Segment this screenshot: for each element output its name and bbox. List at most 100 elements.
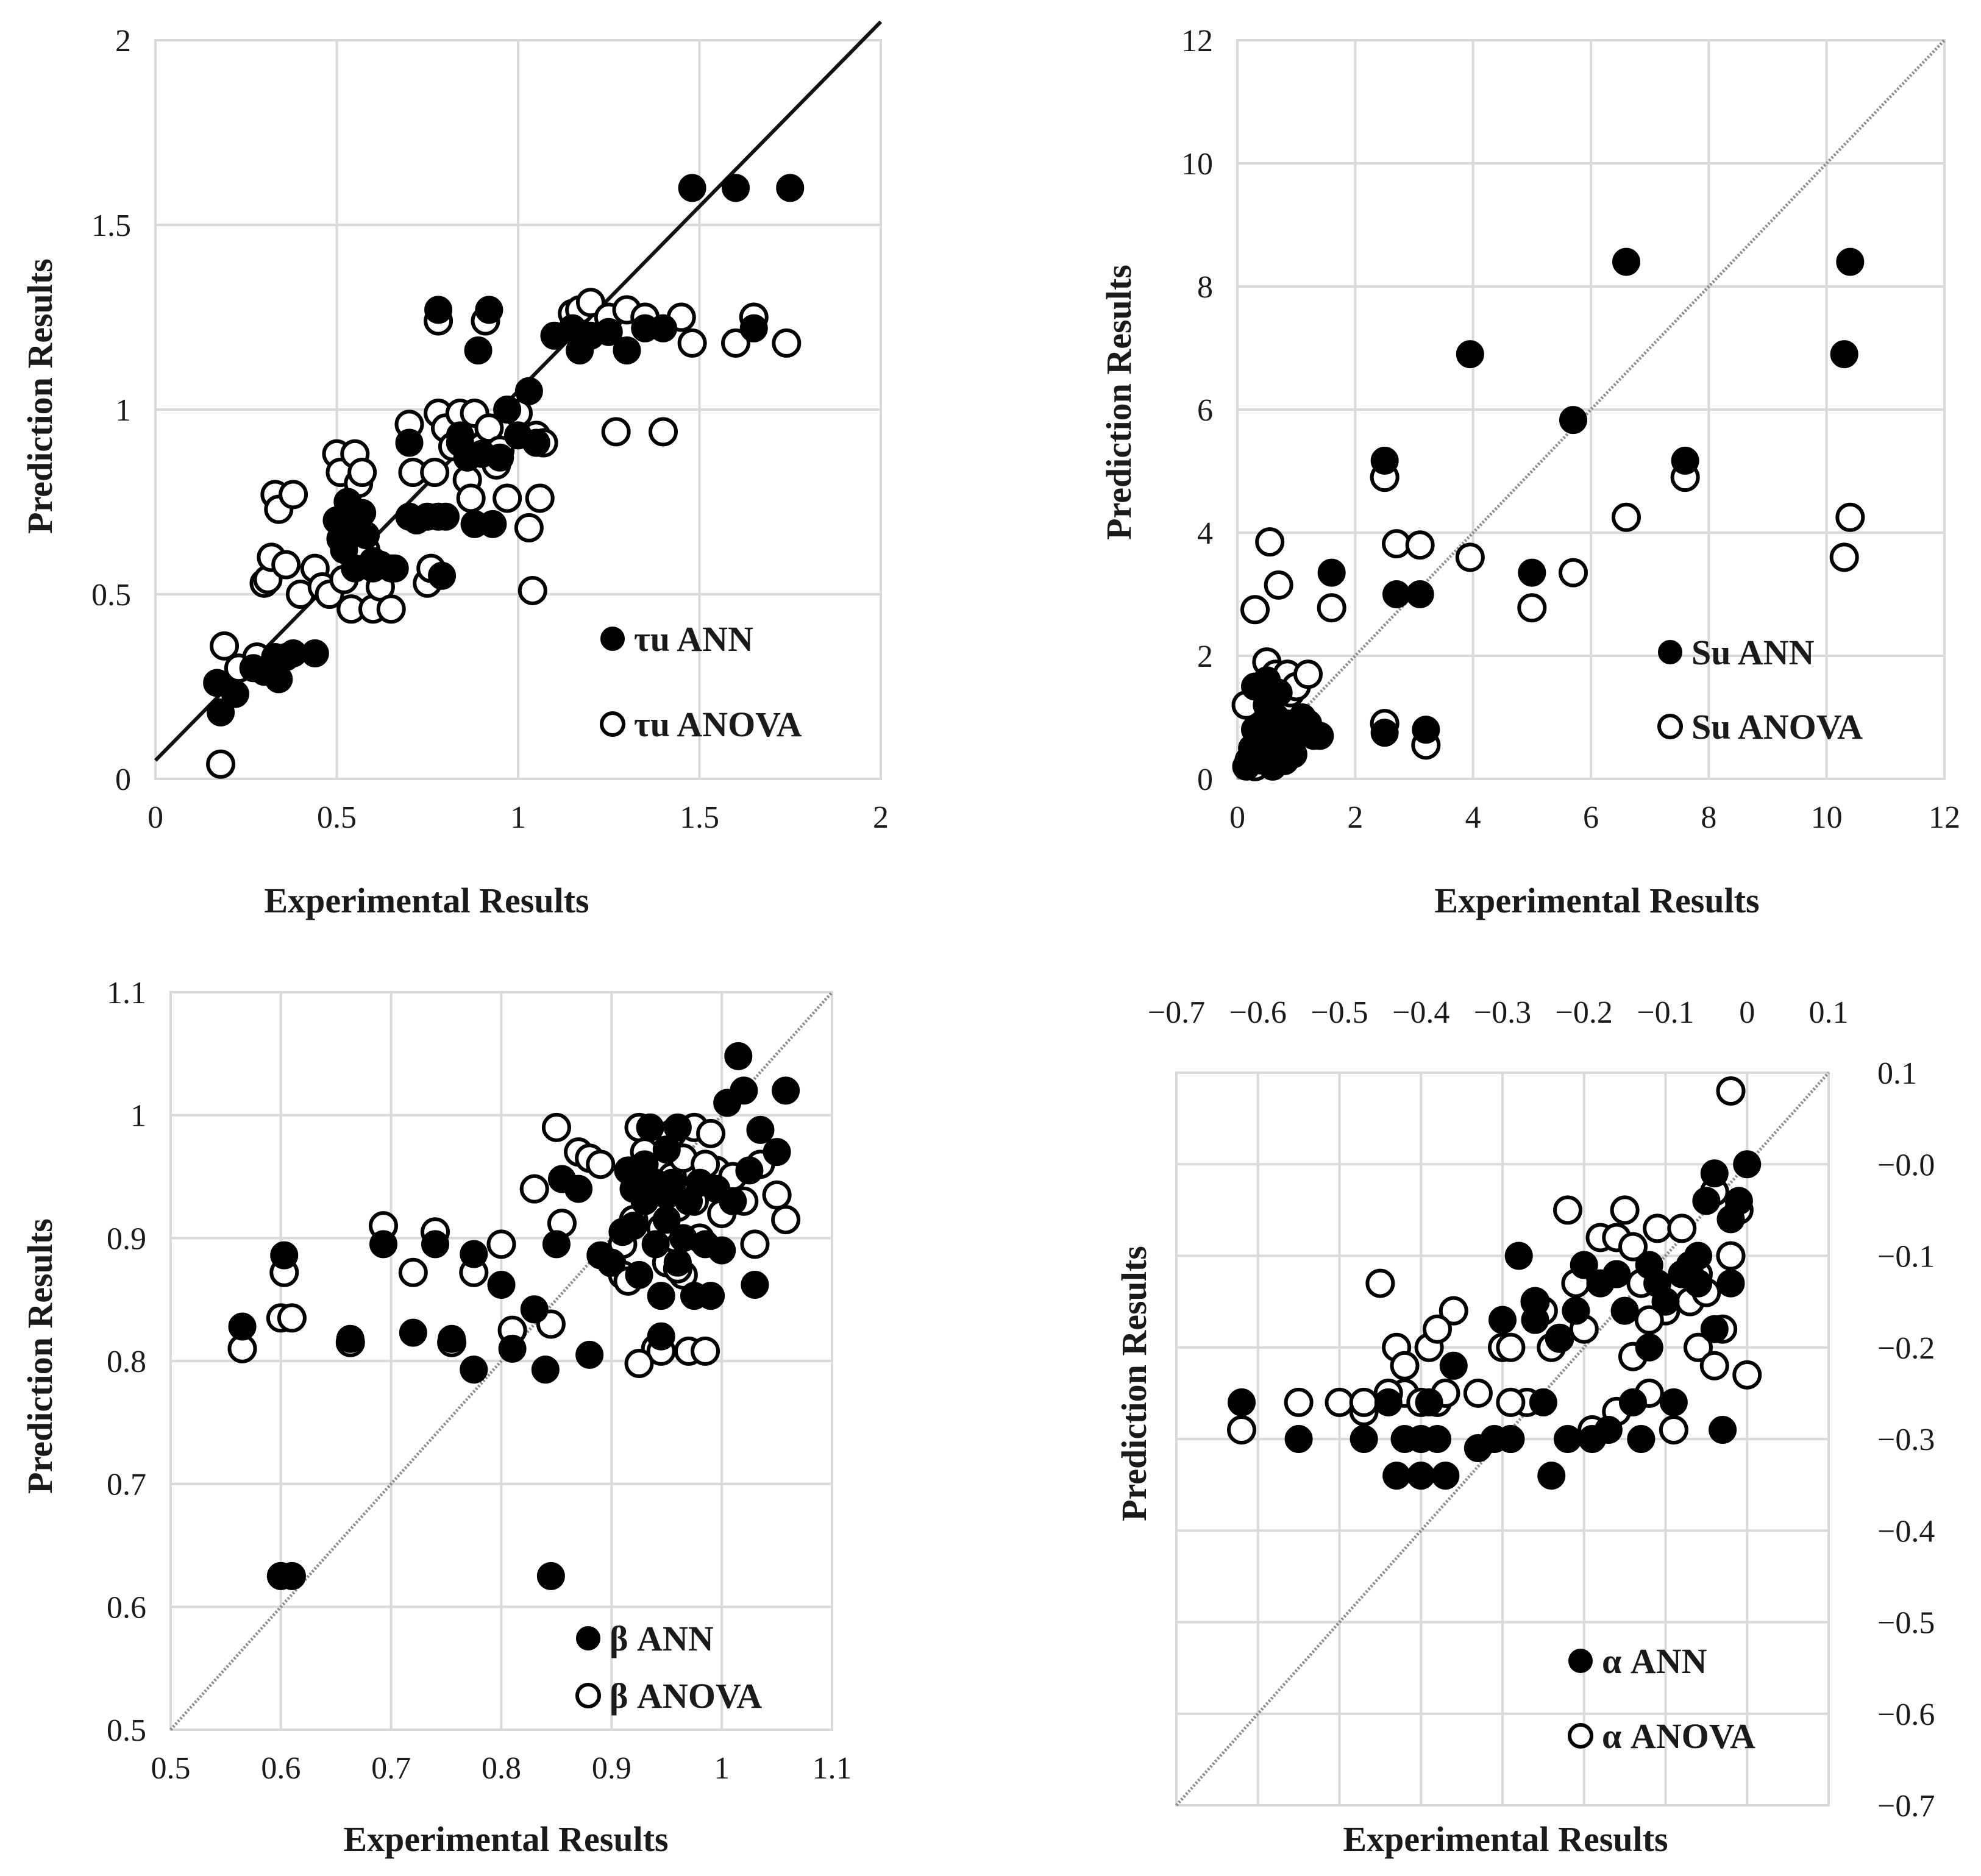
data-point-ann — [486, 443, 514, 472]
data-point-ann — [652, 1135, 681, 1164]
y-tick-label: 1.5 — [91, 208, 131, 243]
data-point-anova — [721, 328, 750, 358]
y-axis-title: Prediction Results — [1099, 265, 1139, 540]
data-point-ann — [730, 1076, 758, 1105]
data-point-anova — [1517, 593, 1547, 623]
x-tick-label: 1.5 — [680, 800, 719, 835]
data-point-anova — [740, 1229, 770, 1259]
data-point-anova — [277, 1303, 307, 1333]
legend-marker-anova — [1568, 1723, 1593, 1749]
data-point-ann — [1659, 1388, 1688, 1416]
data-point-ann — [1406, 580, 1434, 608]
data-point-anova — [206, 749, 236, 779]
data-point-anova — [1634, 1305, 1664, 1335]
data-point-ann — [1412, 716, 1440, 744]
data-point-ann — [478, 510, 507, 538]
data-point-ann — [542, 1230, 571, 1259]
data-point-anova — [519, 1174, 549, 1204]
data-point-anova — [762, 1180, 792, 1210]
data-point-ann — [1570, 1251, 1598, 1279]
x-tick-label: 1.1 — [813, 1751, 852, 1786]
data-point-anova — [1835, 502, 1865, 532]
x-tick-label: 1 — [510, 800, 526, 835]
y-tick-label: 0.5 — [107, 1713, 146, 1748]
data-point-ann — [1554, 1425, 1582, 1453]
x-tick-label: 1 — [714, 1751, 730, 1786]
x-tick-label: 0.1 — [1809, 995, 1849, 1030]
data-point-ann — [424, 296, 453, 324]
data-point-anova — [1227, 1415, 1256, 1444]
y-tick-label: 1.1 — [107, 976, 146, 1011]
data-point-ann — [741, 1270, 769, 1299]
y-tick-label: 12 — [1181, 24, 1213, 59]
data-point-ann — [1370, 719, 1399, 747]
data-point-anova — [1684, 1332, 1713, 1362]
data-point-ann — [1700, 1159, 1729, 1188]
data-point-anova — [1325, 1387, 1354, 1417]
data-point-ann — [520, 1295, 549, 1324]
legend-label-anova: α ANOVA — [1602, 1716, 1755, 1756]
data-point-anova — [1365, 1268, 1395, 1298]
data-point-ann — [1306, 722, 1334, 750]
data-point-anova — [398, 1257, 428, 1287]
data-point-anova — [279, 480, 308, 510]
data-point-ann — [359, 547, 387, 575]
data-point-ann — [641, 1230, 670, 1259]
data-point-ann — [678, 174, 706, 202]
data-point-anova — [601, 417, 631, 447]
data-point-ann — [1284, 1425, 1313, 1453]
data-point-anova — [1643, 1213, 1673, 1243]
chart-panel-alpha: −0.7 −0.6 −0.5 −0.4 −0.3 −0.2 −0.1 0 0.1 0.1 −0.0 −… — [1114, 995, 1935, 1859]
y-tick-label: 0.1 — [1877, 1056, 1917, 1091]
data-point-anova — [771, 1205, 801, 1235]
data-point-ann — [1518, 558, 1546, 587]
data-point-ann — [1610, 1296, 1639, 1325]
data-point-ann — [1602, 1260, 1631, 1288]
gridlines — [1236, 39, 1946, 780]
x-axis-title: Experimental Results — [1343, 1819, 1668, 1859]
data-point-ann — [487, 1270, 516, 1299]
data-point-ann — [719, 1187, 747, 1215]
data-point-ann — [228, 1312, 257, 1341]
data-point-ann — [722, 174, 750, 202]
legend-marker-ann — [1568, 1649, 1593, 1673]
data-point-anova — [677, 328, 707, 358]
data-point-ann — [1529, 1388, 1557, 1416]
legend-marker-anova — [575, 1683, 601, 1708]
data-point-ann — [724, 1042, 753, 1070]
data-points — [227, 1042, 801, 1590]
data-point-ann — [636, 1113, 664, 1142]
data-point-ann — [352, 521, 380, 550]
y-tick-label: −0.7 — [1877, 1789, 1935, 1824]
y-tick-label: 0.5 — [91, 578, 131, 613]
y-tick-label: 1 — [115, 393, 131, 428]
data-point-ann — [1407, 1462, 1435, 1490]
data-point-anova — [1405, 530, 1435, 560]
y-tick-label: 10 — [1181, 147, 1213, 182]
data-point-ann — [776, 174, 805, 202]
data-point-ann — [536, 1562, 565, 1590]
data-point-anova — [1390, 1351, 1420, 1380]
x-tick-label: −0.7 — [1148, 995, 1205, 1030]
data-point-ann — [446, 421, 474, 450]
legend-marker-anova — [600, 711, 625, 737]
data-point-ann — [399, 1318, 427, 1347]
legend-label-ann: Su ANN — [1691, 633, 1815, 672]
x-tick-label: 8 — [1701, 800, 1716, 835]
data-point-anova — [1423, 1314, 1452, 1344]
data-point-ann — [421, 1230, 449, 1259]
data-point-ann — [697, 1282, 725, 1310]
y-tick-label: 0 — [1197, 762, 1213, 797]
y-tick-label: 2 — [1197, 639, 1213, 674]
y-tick-label: −0.3 — [1877, 1423, 1935, 1457]
data-point-ann — [1716, 1269, 1745, 1298]
legend-marker-ann — [576, 1626, 600, 1650]
data-point-ann — [395, 428, 424, 457]
y-tick-label: 0.9 — [107, 1221, 146, 1256]
x-axis-title: Experimental Results — [343, 1819, 668, 1859]
data-point-ann — [652, 1206, 681, 1234]
legend-label-anova: Su ANOVA — [1691, 707, 1863, 747]
data-point-ann — [594, 318, 623, 346]
data-point-anova — [541, 1112, 571, 1142]
